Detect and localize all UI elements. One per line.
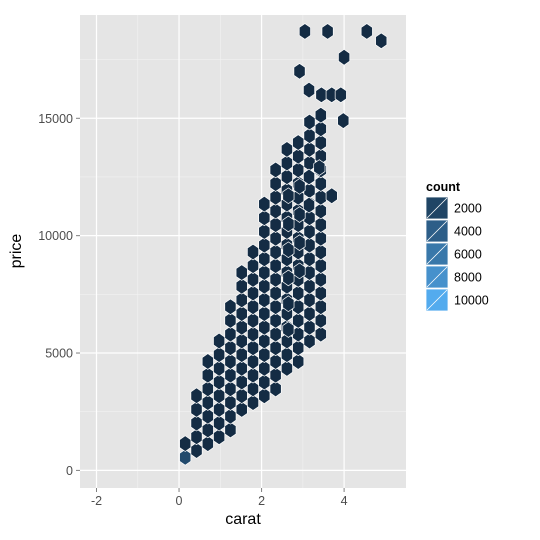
hex-bin	[269, 161, 282, 179]
y-tick-label: 10000	[38, 229, 73, 243]
hex-bin	[293, 63, 306, 80]
x-axis-title: carat	[225, 511, 261, 528]
hex-bin	[314, 106, 327, 124]
hex-bin	[338, 48, 351, 66]
hex-bin	[314, 175, 327, 192]
hex-bin	[282, 241, 295, 259]
hex-bin	[303, 113, 316, 131]
hex-bin	[321, 23, 334, 40]
hex-bin	[201, 353, 214, 370]
hex-bin	[314, 120, 327, 138]
y-axis-ticks: 0 5000 10000 15000	[38, 112, 80, 478]
legend-key-diagonal	[426, 266, 448, 288]
legend: count 2000 4000 6000 8000 10000	[425, 180, 489, 312]
hex-bin	[303, 81, 316, 99]
legend-label: 2000	[454, 202, 482, 216]
hex-bin	[314, 230, 327, 247]
hex-bin	[282, 215, 295, 233]
legend-keys: 2000 4000 6000 8000 10000	[425, 196, 489, 312]
hex-bin	[303, 196, 316, 214]
hex-bin	[314, 298, 327, 316]
hex-bin	[235, 264, 248, 281]
y-tick-label: 15000	[38, 112, 73, 126]
hex-bin	[280, 141, 293, 158]
x-tick-label: 2	[258, 494, 265, 508]
hex-bin	[314, 284, 327, 302]
hex-bin	[224, 421, 237, 439]
hex-bin	[315, 86, 328, 104]
y-tick-label: 0	[66, 464, 73, 478]
hex-bin	[303, 168, 316, 186]
legend-key-diagonal	[426, 289, 448, 311]
x-tick-label: 4	[341, 494, 348, 508]
legend-key-diagonal	[426, 197, 448, 219]
legend-title: count	[426, 180, 461, 194]
hex-bin	[269, 380, 282, 398]
legend-key-diagonal	[426, 243, 448, 265]
hex-bin	[314, 134, 327, 151]
legend-label: 10000	[454, 294, 489, 308]
x-tick-label: 0	[176, 494, 183, 508]
hex-bin	[293, 234, 306, 251]
hex-bin	[213, 332, 226, 350]
hex-bin	[360, 23, 373, 40]
hex-bins	[179, 23, 388, 466]
hex-bin	[282, 269, 295, 287]
legend-label: 4000	[454, 225, 482, 239]
hex-bin	[282, 321, 295, 338]
hex-bin	[258, 195, 271, 213]
hex-bin	[313, 159, 326, 176]
hex-bin	[190, 387, 203, 405]
hex-bin	[224, 298, 237, 316]
y-axis-title: price	[8, 234, 25, 269]
panel-background	[80, 15, 406, 488]
hex-bin	[282, 187, 295, 205]
hex-bin	[334, 86, 347, 104]
hex-bin	[337, 112, 350, 129]
hex-bin	[314, 216, 327, 233]
hex-bin	[282, 295, 295, 313]
hex-bin	[292, 134, 305, 151]
legend-key-diagonal	[426, 220, 448, 242]
hex-bin	[298, 23, 311, 40]
legend-label: 8000	[454, 271, 482, 285]
hex-bin	[314, 271, 327, 288]
hex-bin	[314, 312, 327, 329]
hex-bin	[293, 262, 306, 280]
hex-bin	[375, 32, 388, 50]
hex-bin	[314, 202, 327, 220]
hex-bin	[314, 257, 327, 275]
hex-bin	[179, 435, 192, 452]
hex-bin	[325, 187, 338, 205]
hex-bin	[314, 325, 327, 343]
legend-label: 6000	[454, 248, 482, 262]
y-tick-label: 5000	[45, 347, 73, 361]
hex-bin	[314, 243, 327, 261]
x-tick-label: -2	[91, 494, 102, 508]
x-axis-ticks: -2 0 2 4	[91, 488, 348, 508]
hex-bin	[292, 353, 305, 370]
hex-bin	[247, 243, 260, 261]
